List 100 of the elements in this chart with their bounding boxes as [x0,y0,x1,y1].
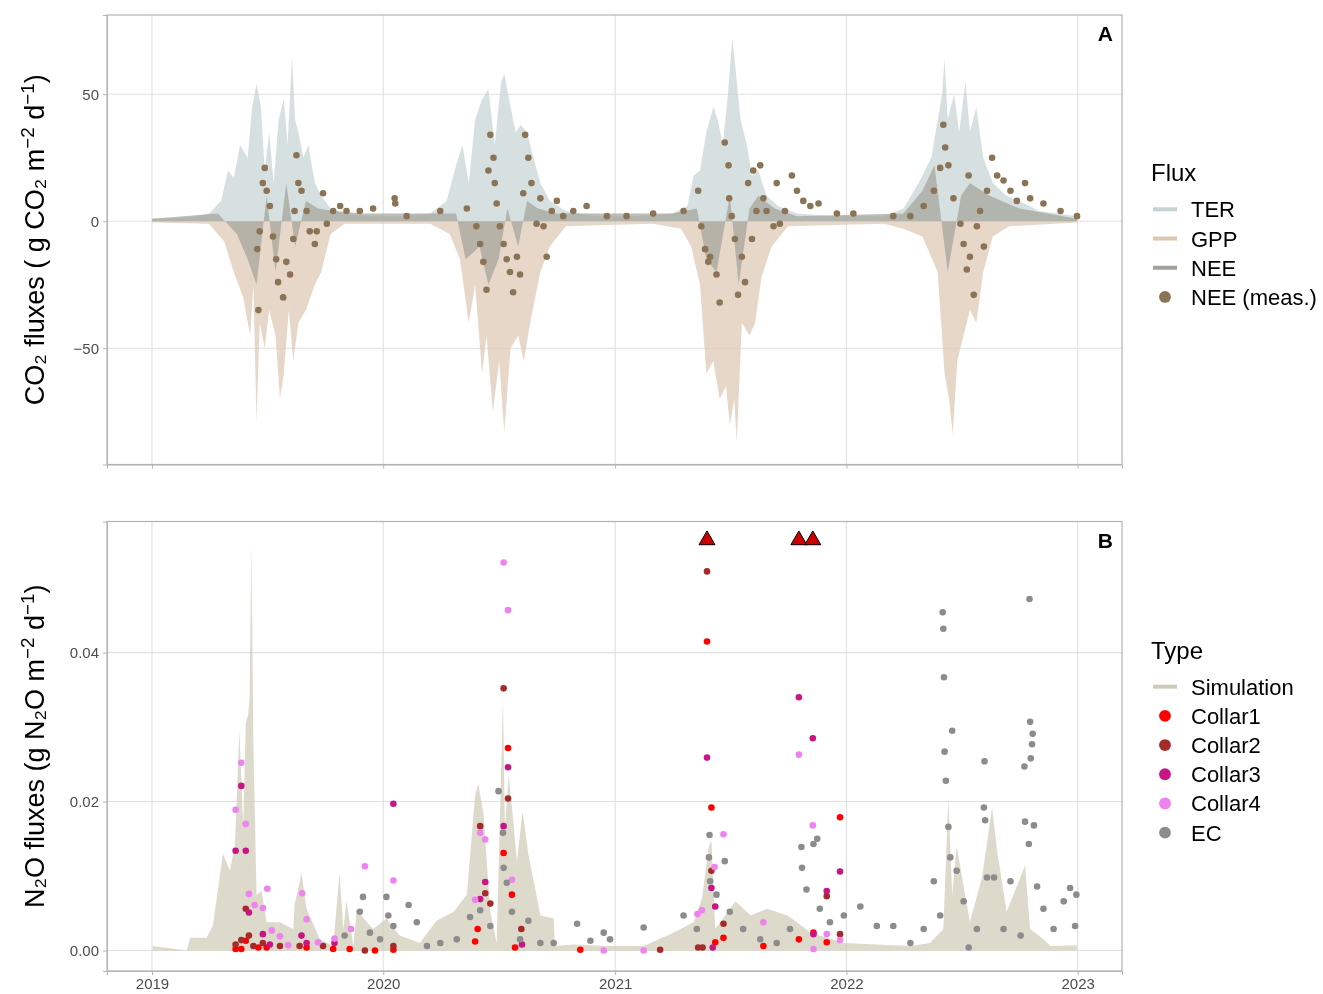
point [298,932,305,939]
point [504,744,512,752]
point [518,925,525,933]
point [504,606,512,614]
point [487,900,494,907]
legend-label: EC [1191,820,1222,846]
point [259,904,267,912]
point [361,947,369,954]
annotation: A [1097,22,1113,45]
point [836,936,844,944]
point [703,754,711,761]
point [504,795,512,802]
x-tick-label: 2023 [1061,974,1095,992]
point [760,918,767,926]
legend-label: Collar2 [1191,733,1261,759]
point [238,945,245,953]
point [698,907,706,914]
point [238,782,245,790]
point [303,939,310,947]
point [504,764,512,771]
point [823,930,831,938]
point [711,903,719,910]
legend-label: NEE [1191,255,1237,281]
y-tick-label: −50 [73,339,99,357]
point [242,847,250,854]
point [836,930,844,938]
point [481,836,489,843]
point [346,945,353,953]
point [720,831,727,838]
annotation: B [1097,528,1113,552]
point [481,878,489,886]
point [500,685,507,692]
point [694,910,701,918]
point [268,927,276,934]
point [232,806,239,814]
point [303,915,310,923]
point [600,947,608,954]
point [511,944,519,951]
point [347,925,355,933]
point [298,889,306,897]
legend-label: Collar3 [1191,762,1261,788]
point [471,938,479,945]
point [720,934,727,942]
point [836,813,844,821]
point [471,896,479,904]
y-tick-label: 0.04 [69,643,99,661]
point [232,941,239,948]
point [500,559,507,566]
point [250,942,257,950]
point [296,942,303,950]
x-tick-label: 2022 [830,974,864,992]
point [245,932,253,939]
point [329,945,337,953]
legend-label: NEE (meas.) [1191,284,1317,310]
point [259,930,267,938]
point [390,800,397,808]
point [232,847,239,854]
point [656,946,664,954]
legend-label: Collar1 [1191,703,1261,729]
point [390,877,397,884]
point [711,939,719,946]
point [266,941,274,948]
point [331,935,338,942]
point [238,936,245,944]
point [251,901,258,909]
point [709,944,716,951]
point [703,568,711,575]
point [703,638,711,645]
point [795,936,803,943]
x-tick-label: 2020 [367,974,401,992]
point [699,944,706,951]
point [371,947,379,954]
point [809,734,817,742]
point [319,942,327,950]
point [314,939,322,946]
point [577,946,584,954]
point [390,942,397,950]
point [264,885,271,892]
point [711,863,718,871]
point [238,759,245,767]
y-tick-label: 0.02 [69,792,99,810]
point [720,920,727,927]
point [500,822,507,830]
point [795,693,803,701]
point [708,884,715,892]
legend-title: Type [1151,636,1204,664]
point [259,939,267,947]
point [760,942,767,950]
point [795,751,803,758]
y-tick-label: 50 [82,85,99,103]
point [823,887,831,895]
point [276,942,284,950]
legend-label: TER [1191,197,1235,223]
point [809,822,817,829]
x-tick-label: 2021 [598,974,633,992]
point [245,909,253,916]
point [276,933,284,940]
point [245,890,253,898]
point [640,947,647,954]
point [708,804,715,811]
